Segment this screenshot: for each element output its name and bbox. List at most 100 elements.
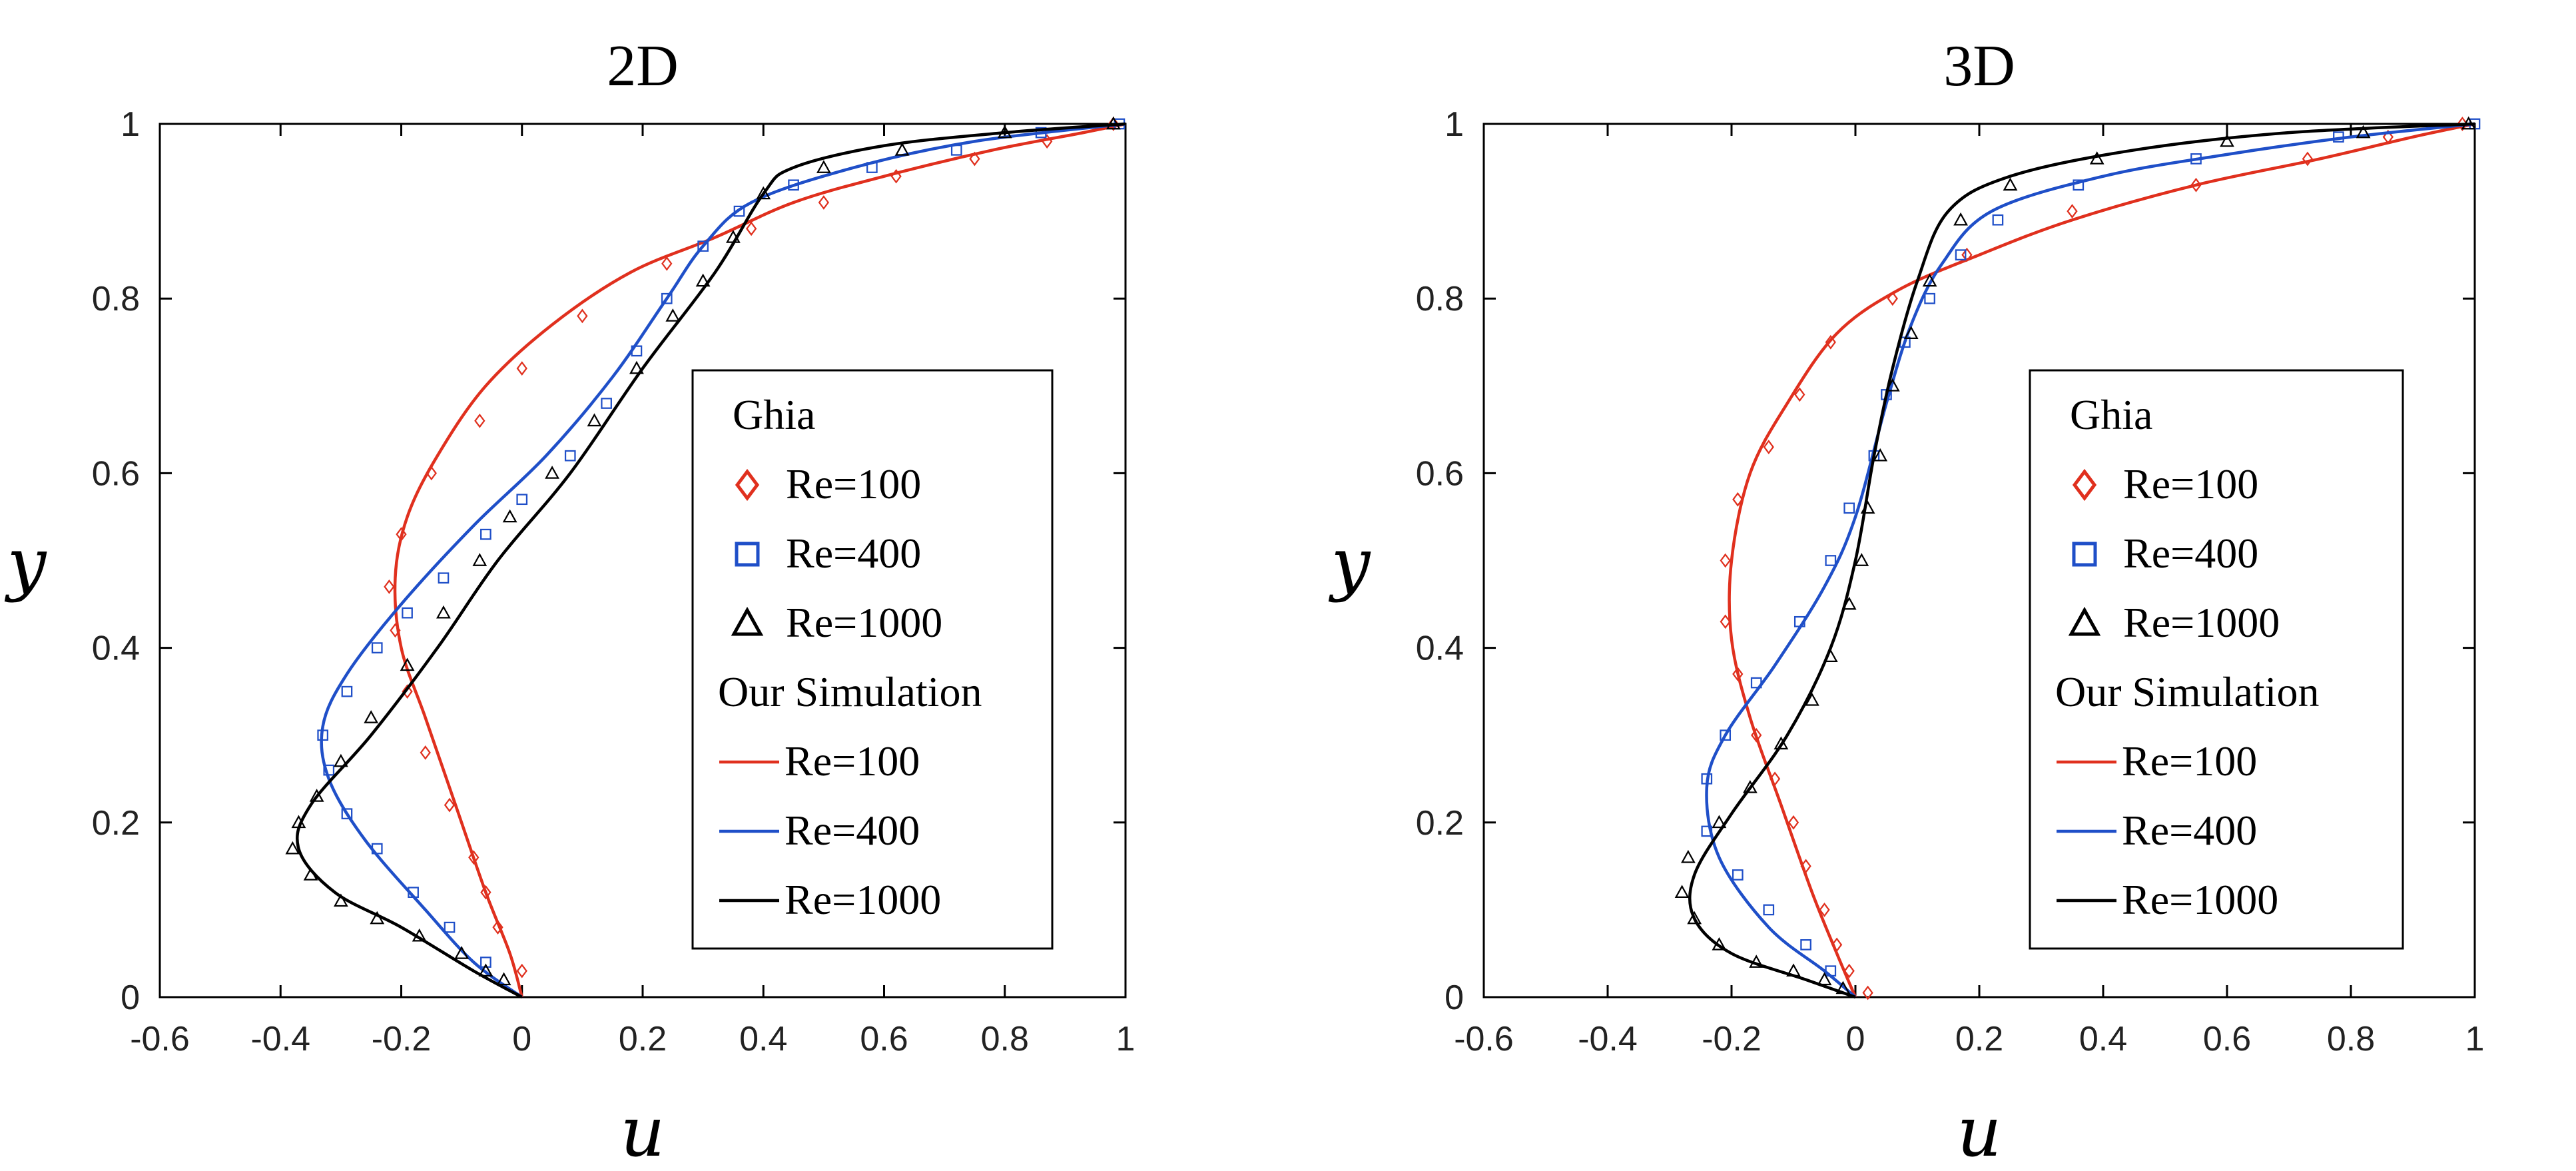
data-point: [756, 186, 771, 200]
data-point: [1786, 963, 1801, 976]
data-point: [788, 179, 799, 191]
data-point: [661, 292, 673, 304]
data-point: [629, 360, 644, 374]
data-point: [1720, 553, 1731, 568]
x-tick-label: 0.2: [1955, 1020, 2003, 1058]
x-tick-label: -0.2: [1702, 1020, 1762, 1058]
data-point: [1843, 502, 1855, 514]
data-point: [480, 957, 491, 968]
data-point: [1903, 326, 1919, 339]
data-point: [1674, 885, 1690, 899]
data-point: [1831, 937, 1843, 953]
x-tick-label: 1: [1116, 1020, 1135, 1058]
legend-marker: [735, 468, 760, 502]
data-point: [1787, 815, 1799, 830]
legend-entry: Re=100: [785, 737, 920, 785]
data-point: [1825, 555, 1837, 566]
data-point: [396, 527, 407, 542]
data-point: [2003, 177, 2018, 191]
data-point: [516, 963, 527, 978]
data-point: [2190, 177, 2202, 193]
legend-box: [2029, 369, 2404, 950]
data-point: [480, 885, 491, 900]
data-point: [2382, 129, 2394, 145]
series-re-100: [384, 117, 1126, 998]
y-axis-label: y: [5, 523, 47, 604]
data-point: [1720, 614, 1731, 629]
data-point: [1042, 134, 1053, 149]
data-point: [1732, 869, 1744, 881]
y-tick-label: 0.6: [1416, 454, 1464, 493]
data-point: [2220, 133, 2234, 147]
data-point: [400, 657, 415, 671]
x-axis-label: u: [621, 1091, 665, 1171]
data-point: [1763, 440, 1774, 454]
data-point: [323, 764, 335, 776]
data-point: [665, 308, 681, 322]
data-point: [472, 553, 487, 566]
data-point: [631, 345, 643, 357]
data-point: [661, 256, 673, 271]
data-point: [564, 450, 576, 462]
x-tick-label: 0.4: [2079, 1020, 2127, 1058]
legend: Ghia Re=100 Re=400 Re=1000 Our Simulation Re=…: [2029, 369, 2404, 950]
data-point: [1860, 500, 1875, 514]
y-tick-label: 0: [1445, 978, 1464, 1017]
data-point: [1800, 859, 1811, 874]
data-point: [371, 843, 383, 855]
data-point: [1793, 615, 1805, 627]
series-line: [320, 122, 1126, 998]
data-point: [1680, 849, 1696, 863]
data-point: [333, 753, 348, 767]
data-point: [1862, 985, 1873, 1000]
data-point: [1749, 955, 1764, 968]
data-point: [420, 745, 431, 760]
data-point: [2356, 125, 2371, 139]
legend-entry: Re=1000: [2122, 876, 2278, 923]
data-point: [1835, 980, 1851, 994]
y-tick-label: 1: [121, 105, 140, 144]
y-tick-label: 0.4: [1416, 629, 1464, 668]
data-point: [1742, 780, 1758, 793]
x-tick-label: 0.8: [981, 1020, 1029, 1058]
data-point: [341, 808, 353, 820]
data-point: [516, 494, 528, 506]
data-point: [1769, 771, 1781, 787]
legend-group-ghia: Ghia: [2070, 391, 2152, 438]
x-tick-label: 0.2: [619, 1020, 667, 1058]
data-point: [697, 240, 709, 252]
data-point: [1712, 937, 1727, 951]
data-point: [1720, 729, 1732, 741]
data-point: [309, 789, 324, 802]
x-tick-label: -0.6: [1454, 1020, 1514, 1058]
x-tick-label: 1: [2465, 1020, 2485, 1058]
data-point: [370, 911, 385, 925]
series-re-1000: [285, 116, 1126, 998]
data-point: [444, 797, 456, 813]
data-point: [577, 308, 588, 324]
data-point: [695, 273, 711, 287]
data-point: [2333, 131, 2344, 143]
legend-marker: [731, 606, 764, 636]
data-point: [1701, 825, 1713, 837]
data-point: [1804, 692, 1819, 706]
x-tick-label: -0.4: [1578, 1020, 1638, 1058]
legend-marker: [2068, 606, 2101, 636]
data-point: [444, 921, 456, 933]
data-point: [969, 151, 980, 167]
data-point: [1687, 911, 1702, 925]
data-point: [478, 963, 493, 976]
data-point: [894, 143, 910, 156]
data-point: [1953, 212, 1969, 226]
data-point: [745, 221, 757, 236]
data-point: [1800, 939, 1811, 951]
x-tick-label: 0.6: [2203, 1020, 2251, 1058]
data-point: [818, 195, 830, 210]
x-tick-label: 0.6: [860, 1020, 908, 1058]
x-tick-label: -0.4: [250, 1020, 310, 1058]
data-point: [438, 572, 450, 584]
x-axis-label: u: [1957, 1091, 2002, 1171]
data-point: [496, 972, 511, 986]
data-point: [1750, 677, 1762, 689]
